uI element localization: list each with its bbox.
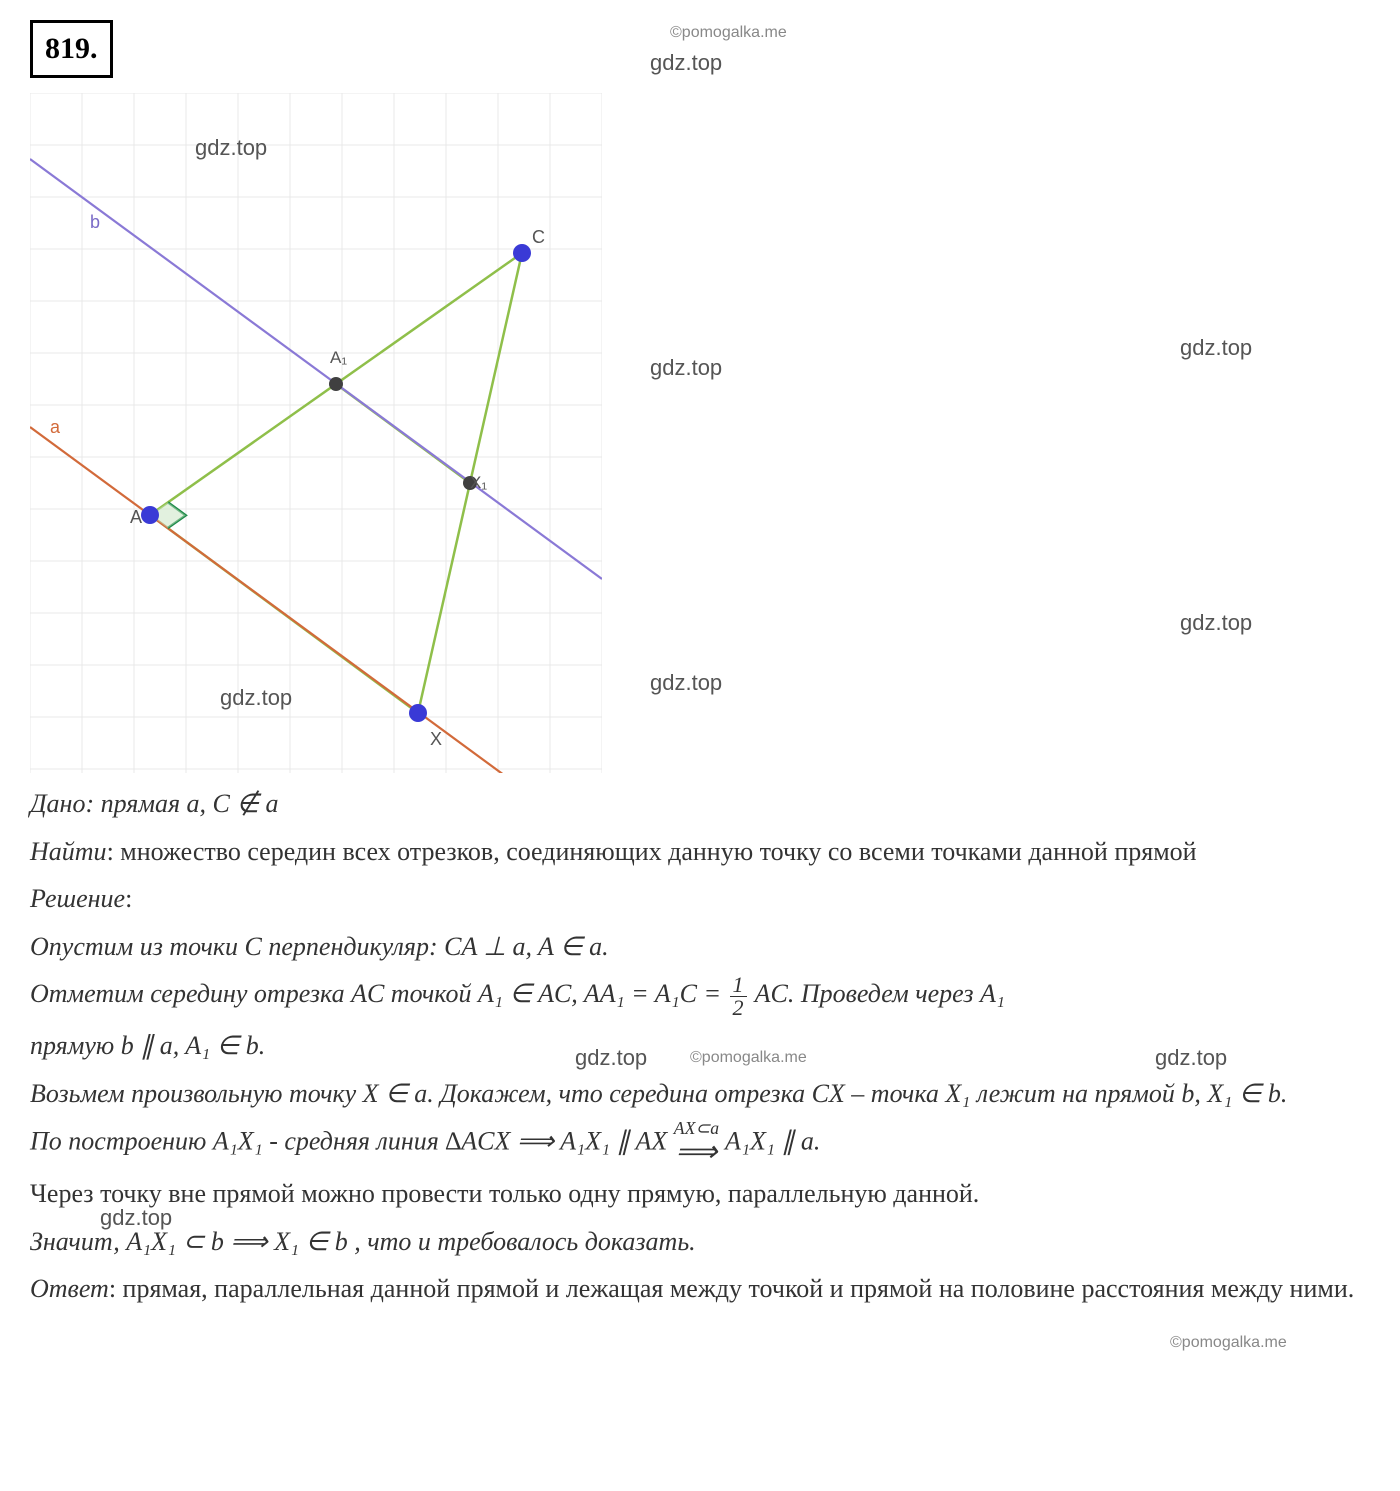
solution-line-7: Значит, A₁X₁ ⊂ b ⟹ X₁ ∈ b , что и требов… [30,1221,1370,1263]
find-line: Найти: множество середин всех отрезков, … [30,831,1370,873]
point-label: A₁ [330,348,347,367]
line-b [30,159,602,579]
point-label: X [430,729,442,749]
line2-b: AC. Проведем через A₁ [749,979,1005,1008]
given-line: Дано: прямая a, C ∉ a [30,783,1370,825]
point-label: C [532,227,545,247]
geometry-diagram: a b A C X A₁ X₁ [30,93,602,773]
line5-a: По построению A₁X₁ - средняя линия ∆ACX … [30,1127,674,1156]
solution-line-6: Через точку вне прямой можно провести то… [30,1173,1370,1215]
watermark-text: ©pomogalka.me [1170,1330,1287,1356]
stacked-implication: AX⊂a⟹ [674,1120,719,1167]
line2-a: Отметим середину отрезка AC точкой A₁ ∈ … [30,979,728,1008]
answer-body: : прямая, параллельная данной прямой и л… [109,1274,1354,1303]
given-body: : прямая a, C ∉ a [85,789,278,818]
solution-colon: : [125,884,132,913]
stack-arrow: ⟹ [674,1138,719,1167]
line-a-label: a [50,417,61,437]
solution-text: Дано: прямая a, C ∉ a Найти: множество с… [30,783,1370,1310]
line5-b: A₁X₁ ∥ a. [719,1127,820,1156]
given-label: Дано [30,789,85,818]
watermark-text: gdz.top [650,45,722,80]
find-body: : множество середин всех отрезков, соеди… [107,837,1197,866]
point-A1 [329,377,343,391]
solution-line-2: Отметим середину отрезка AC точкой A₁ ∈ … [30,973,1370,1019]
point-label: A [130,507,142,527]
watermark-text: ©pomogalka.me [670,20,787,46]
find-label: Найти [30,837,107,866]
solution-heading: Решение: [30,878,1370,920]
solution-line-4: Возьмем произвольную точку X ∈ a. Докаже… [30,1073,1370,1115]
point-C [513,244,531,262]
diagram-area: a b A C X A₁ X₁ [30,93,1370,773]
point-A [141,506,159,524]
frac-den: 2 [730,997,747,1019]
point-label: X₁ [470,473,487,492]
solution-line-3: прямую b ∥ a, A₁ ∈ b. [30,1025,1370,1067]
fraction-half: 12 [730,974,747,1019]
line-a [30,427,602,773]
solution-line-5: По построению A₁X₁ - средняя линия ∆ACX … [30,1120,1370,1167]
frac-num: 1 [730,974,747,997]
grid [30,93,602,773]
answer-label: Ответ [30,1274,109,1303]
solution-line-1: Опустим из точки C перпендикуляр: CA ⊥ a… [30,926,1370,968]
line-b-label: b [90,212,100,232]
answer-line: Ответ: прямая, параллельная данной прямо… [30,1268,1370,1310]
point-X [409,704,427,722]
problem-number: 819. [30,20,113,78]
solution-label: Решение [30,884,125,913]
